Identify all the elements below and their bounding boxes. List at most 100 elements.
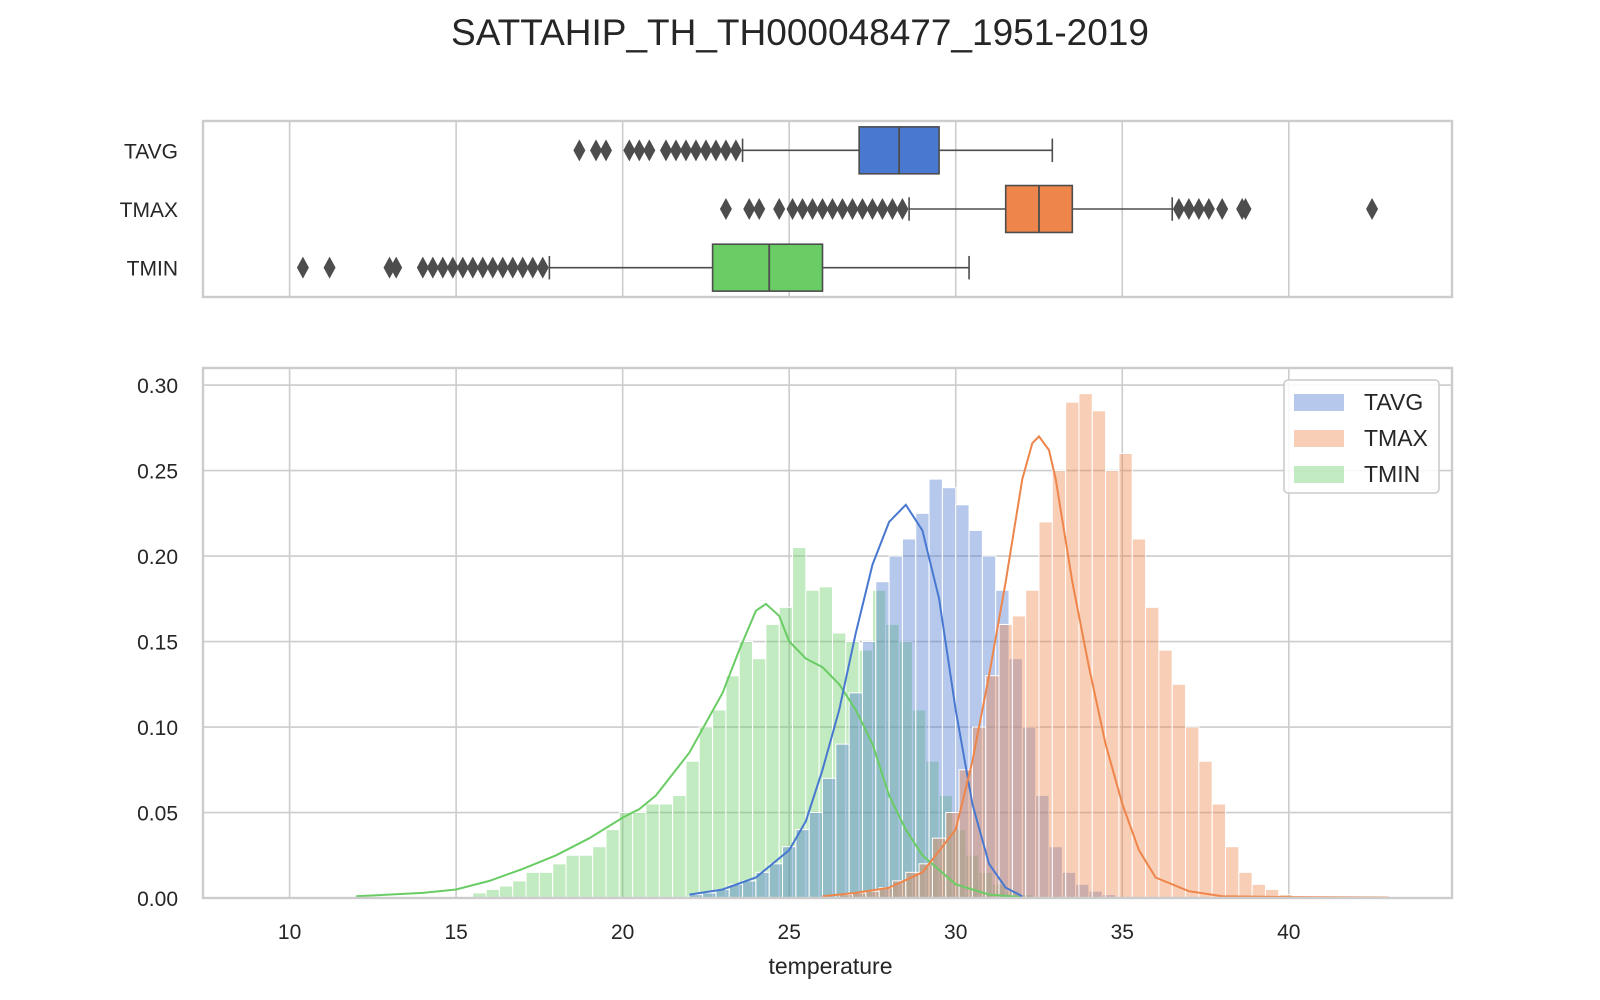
box-category-label: TAVG xyxy=(124,140,178,163)
hist-bar xyxy=(1225,846,1240,899)
hist-bar xyxy=(985,675,1000,899)
outlier-point xyxy=(719,139,732,162)
hist-bar xyxy=(565,854,580,899)
outlier-point xyxy=(856,198,869,220)
hist-bar xyxy=(875,581,890,899)
hist-bar xyxy=(1105,470,1120,899)
outlier-point xyxy=(1239,198,1252,220)
x-tick-label: 20 xyxy=(611,921,634,944)
hist-bar xyxy=(835,743,850,899)
outlier-point xyxy=(536,256,549,279)
outlier-point xyxy=(896,198,909,220)
outlier-point xyxy=(669,139,682,162)
outlier-point xyxy=(846,198,859,220)
legend-label-tavg: TAVG xyxy=(1364,389,1423,415)
legend-swatch-tmax xyxy=(1294,430,1344,447)
legend: TAVG TMAX TMIN xyxy=(1283,379,1440,494)
outlier-point xyxy=(590,139,603,162)
outlier-point xyxy=(699,139,712,162)
outlier-point xyxy=(886,198,899,220)
kde-line-tmin xyxy=(356,602,1023,899)
outlier-point xyxy=(836,198,849,220)
outlier-point xyxy=(826,198,839,220)
hist-bar xyxy=(658,803,674,899)
hist-bar xyxy=(1011,615,1027,899)
outlier-point xyxy=(679,139,692,162)
hist-bar xyxy=(931,837,947,899)
outlier-point xyxy=(773,198,786,220)
outlier-point xyxy=(709,139,722,162)
hist-bar xyxy=(1145,606,1160,899)
hist-bar xyxy=(592,846,607,899)
outlier-point xyxy=(456,256,469,279)
outlier-point xyxy=(786,198,799,220)
hist-bar xyxy=(538,871,554,899)
kde-line-tavg xyxy=(689,503,1023,898)
hist-bar xyxy=(672,794,687,899)
outlier-point xyxy=(719,198,732,220)
legend-box xyxy=(1283,379,1440,494)
hist-bar xyxy=(632,812,647,899)
hist-bar xyxy=(498,885,514,899)
outlier-point xyxy=(390,256,403,279)
hist-bar xyxy=(848,692,863,899)
outlier-point xyxy=(426,256,439,279)
hist-bar xyxy=(738,641,754,899)
outlier-point xyxy=(1192,198,1205,220)
kde-line-tmax xyxy=(822,434,1389,899)
hist-bar xyxy=(742,880,757,899)
outlier-point xyxy=(466,256,479,279)
hist-bar xyxy=(645,803,660,899)
outlier-point xyxy=(1172,198,1185,220)
hist-bar xyxy=(1198,760,1213,899)
legend-label-tmin: TMIN xyxy=(1364,461,1420,487)
x-tick-label: 35 xyxy=(1111,921,1134,944)
hist-bar xyxy=(1211,803,1227,899)
hist-bar xyxy=(725,675,740,899)
outlier-point xyxy=(1202,198,1215,220)
outlier-point xyxy=(643,139,656,162)
outlier-point xyxy=(600,139,613,162)
outlier-point xyxy=(416,256,429,279)
hist-bar xyxy=(998,623,1013,899)
outlier-point xyxy=(729,139,742,162)
boxplot-panel: TAVG TMAX TMIN xyxy=(120,119,1454,299)
outlier-point xyxy=(506,256,519,279)
outlier-point xyxy=(526,256,539,279)
hist-bar xyxy=(765,623,780,899)
outlier-point xyxy=(573,139,586,162)
box-series-tavg xyxy=(573,126,1054,175)
box-plot-frame xyxy=(201,119,1454,299)
outlier-point xyxy=(496,256,509,279)
hist-bar xyxy=(901,538,917,899)
outlier-point xyxy=(876,198,889,220)
hist-bar xyxy=(1185,726,1200,899)
legend-label-tmax: TMAX xyxy=(1364,425,1428,451)
outlier-point xyxy=(796,198,809,220)
x-tick-label: 25 xyxy=(778,921,801,944)
outlier-point xyxy=(633,139,646,162)
y-tick-label: 0.25 xyxy=(137,461,178,484)
x-axis-label: temperature xyxy=(768,953,892,979)
hist-bar xyxy=(822,777,837,899)
y-tick-label: 0.10 xyxy=(137,717,178,740)
hist-plot-area xyxy=(203,368,1452,898)
hist-bar xyxy=(1131,538,1147,899)
hist-bar xyxy=(618,812,634,899)
box-category-label: TMAX xyxy=(120,199,178,222)
hist-bar xyxy=(698,726,714,899)
histogram-panel: 10 15 20 25 30 35 40 0.00 0.05 0.10 0.15 0.20 0.25 0.… xyxy=(137,366,1454,979)
hist-bar xyxy=(915,512,930,899)
hist-bar xyxy=(552,863,567,899)
hist-bar xyxy=(605,829,620,899)
box-series-tmax xyxy=(719,184,1379,234)
hist-bar xyxy=(525,871,540,899)
hist-bar xyxy=(928,478,943,899)
hist-bar xyxy=(888,555,903,899)
hist-bar xyxy=(1118,452,1133,899)
outlier-point xyxy=(806,198,819,220)
legend-swatch-tmin xyxy=(1294,466,1344,483)
outlier-point xyxy=(623,139,636,162)
outlier-point xyxy=(323,256,336,279)
iqr-box xyxy=(711,243,824,292)
